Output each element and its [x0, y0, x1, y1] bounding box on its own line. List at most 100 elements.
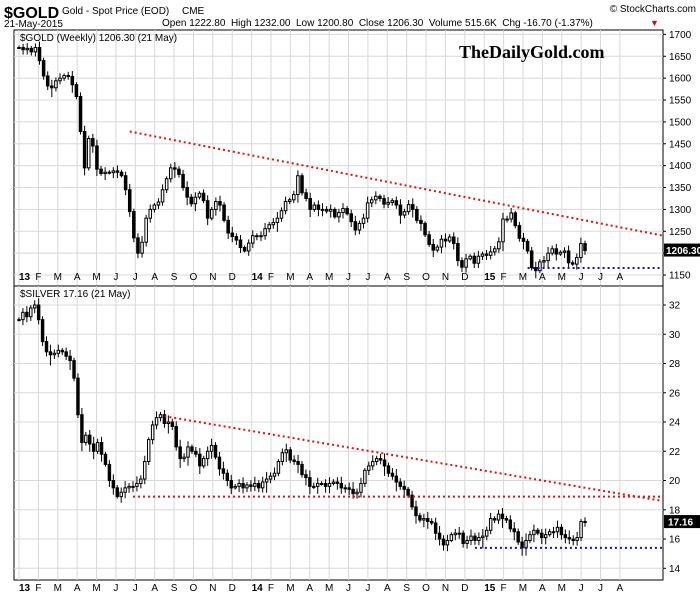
candle [304, 469, 308, 486]
candle [76, 373, 80, 419]
candle [353, 215, 358, 236]
candle [300, 461, 304, 478]
candle [170, 418, 175, 431]
candle [488, 512, 493, 535]
y-tick-label: 14 [669, 564, 681, 575]
candle [44, 336, 49, 357]
x-tick-label: A [539, 583, 546, 594]
y-tick-label: 24 [669, 418, 681, 429]
candle [423, 221, 427, 238]
candle [349, 209, 353, 228]
candle [445, 534, 450, 552]
candle [390, 198, 395, 206]
x-tick-label: J [346, 583, 351, 594]
candle [500, 507, 505, 528]
candle [509, 207, 513, 223]
candle [501, 212, 505, 252]
x-tick-label: O [190, 583, 198, 594]
candle [251, 230, 255, 248]
y-tick-label: 1450 [669, 139, 692, 150]
candle [21, 43, 25, 55]
candle [367, 461, 371, 476]
candle [267, 221, 271, 233]
x-tick-label: 14 [252, 272, 264, 283]
candle [213, 442, 218, 460]
candle [542, 256, 546, 269]
candle [508, 515, 513, 533]
candle [555, 520, 560, 538]
candle [563, 529, 568, 544]
candle [115, 165, 120, 179]
candle [205, 195, 210, 226]
candle [427, 231, 431, 248]
candle [139, 475, 143, 489]
candle [554, 243, 559, 261]
candle [312, 482, 316, 490]
candle [292, 455, 296, 465]
candle [414, 500, 418, 524]
candle [363, 467, 367, 487]
candle [386, 462, 391, 477]
candle [58, 73, 62, 85]
candle [331, 479, 336, 486]
candle [323, 479, 328, 493]
candle [68, 350, 72, 370]
candle [37, 41, 42, 65]
candle [570, 260, 575, 266]
candle [150, 420, 155, 445]
brand-logo: TheDailyGold.com [459, 42, 605, 62]
x-tick-label: F [501, 583, 507, 594]
x-tick-label: A [539, 272, 546, 283]
candle [488, 246, 493, 260]
x-tick-label: 13 [19, 272, 31, 283]
candle [558, 250, 563, 256]
candle [365, 196, 370, 223]
candle [209, 438, 214, 459]
candle [64, 347, 68, 361]
candle [177, 166, 181, 178]
candle [279, 207, 284, 222]
change-down-arrow: ▼ [650, 18, 659, 28]
x-tick-label: M [286, 272, 294, 283]
candle [347, 482, 351, 496]
silver-y-axis: 14 16 18 20 22 24 26 28 30 32 [663, 301, 681, 575]
candle [341, 203, 345, 219]
candle [308, 470, 312, 495]
candle [197, 191, 202, 200]
candle [469, 529, 473, 546]
candle [229, 474, 233, 495]
candle [275, 211, 280, 232]
candle [123, 481, 127, 499]
candle [190, 444, 194, 454]
candle [513, 210, 518, 229]
candle [534, 261, 538, 279]
candle [304, 188, 308, 202]
candle [583, 240, 587, 255]
candle [158, 411, 163, 422]
candle [345, 206, 349, 216]
y-tick-label: 1650 [669, 52, 692, 63]
x-tick-label: 13 [19, 583, 31, 594]
y-tick-label: 18 [669, 505, 681, 516]
candle [296, 170, 300, 203]
candle [492, 245, 497, 256]
candle [140, 236, 144, 258]
x-tick-label: O [422, 583, 430, 594]
candle [516, 528, 520, 545]
candle [178, 439, 182, 468]
candle [540, 528, 544, 544]
candle [54, 77, 58, 92]
candle [168, 163, 173, 183]
candle [48, 344, 53, 366]
candle [111, 474, 116, 495]
candle [562, 247, 567, 258]
instrument-description: Gold - Spot Price (EOD) [62, 6, 169, 17]
y-tick-label: 16 [669, 535, 681, 546]
candle [33, 300, 37, 314]
x-tick-label: N [209, 272, 216, 283]
x-tick-label: F [35, 272, 41, 283]
candle [201, 189, 206, 204]
candle [160, 184, 165, 206]
candle [135, 476, 139, 492]
